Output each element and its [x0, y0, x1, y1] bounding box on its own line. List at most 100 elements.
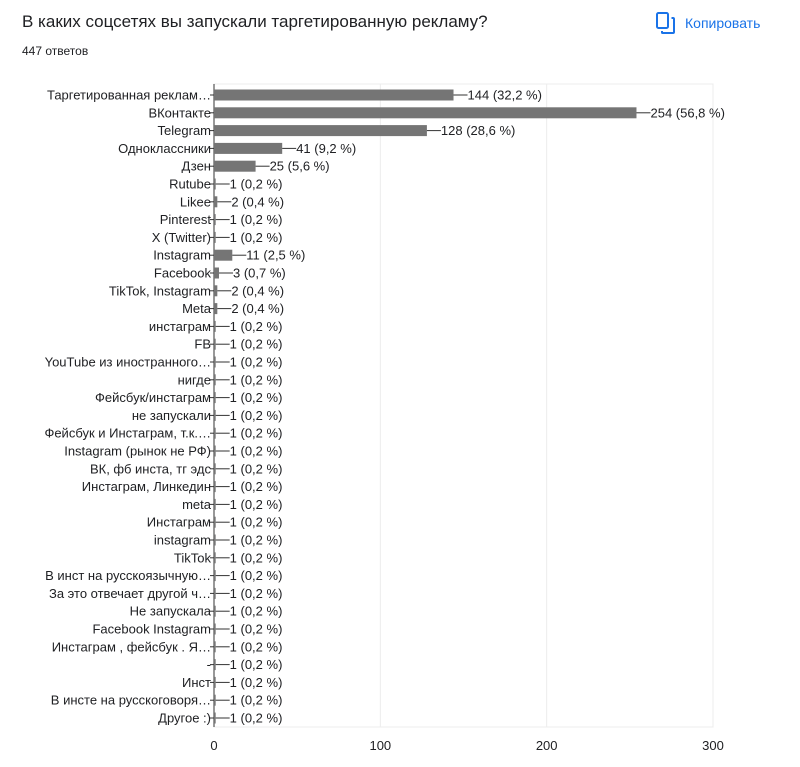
category-label: В инст на русскоязычную… — [45, 568, 211, 583]
value-label: 1 (0,2 %) — [230, 604, 283, 619]
value-label: 1 (0,2 %) — [230, 497, 283, 512]
bar — [214, 392, 216, 404]
category-label: Одноклассники — [118, 141, 211, 156]
response-count: 447 ответов — [22, 44, 89, 58]
category-label: Фейсбук и Инстаграм, т.к.… — [44, 426, 211, 441]
copy-label: Копировать — [685, 15, 761, 31]
value-label: 1 (0,2 %) — [230, 461, 283, 476]
value-label: 2 (0,4 %) — [231, 194, 284, 209]
bar — [214, 178, 216, 190]
value-label: 1 (0,2 %) — [230, 408, 283, 423]
category-label: Инстаграм — [147, 515, 211, 530]
bar — [214, 231, 216, 243]
bar — [214, 285, 218, 297]
value-label: 1 (0,2 %) — [230, 639, 283, 654]
x-tick-label: 0 — [210, 738, 217, 753]
value-label: 25 (5,6 %) — [270, 159, 330, 174]
category-label: meta — [182, 497, 212, 512]
category-label: Таргетированная реклам… — [47, 88, 211, 103]
category-label: инстаграм — [149, 319, 211, 334]
x-tick-label: 300 — [702, 738, 724, 753]
value-label: 3 (0,7 %) — [233, 266, 286, 281]
value-label: 128 (28,6 %) — [441, 123, 515, 138]
category-label: Инстаграм , фейсбук . Я… — [52, 639, 211, 654]
question-title: В каких соцсетях вы запускали таргетиров… — [22, 12, 488, 31]
bar — [214, 249, 233, 261]
value-label: 1 (0,2 %) — [230, 177, 283, 192]
category-label: Facebook — [154, 266, 212, 281]
value-label: 1 (0,2 %) — [230, 711, 283, 726]
copy-icon — [655, 11, 677, 35]
category-label: ВКонтакте — [148, 105, 211, 120]
category-label: instagram — [154, 533, 211, 548]
category-label: Telegram — [158, 123, 211, 138]
value-label: 41 (9,2 %) — [296, 141, 356, 156]
category-label: Rutube — [169, 177, 211, 192]
bar — [214, 303, 218, 315]
category-label: Instagram — [153, 248, 211, 263]
category-label: - — [207, 657, 211, 672]
bar — [214, 160, 256, 172]
category-label: Instagram (рынок не РФ) — [64, 444, 211, 459]
bar — [214, 694, 216, 706]
bar — [214, 534, 216, 546]
value-label: 1 (0,2 %) — [230, 586, 283, 601]
value-label: 1 (0,2 %) — [230, 444, 283, 459]
plot-frame — [213, 83, 714, 728]
category-label: Pinterest — [160, 212, 212, 227]
category-label: Дзен — [182, 159, 211, 174]
category-label: YouTube из иностранного… — [45, 355, 211, 370]
category-label: Facebook Instagram — [92, 622, 211, 637]
category-label: TikTok — [174, 550, 212, 565]
bar — [214, 142, 283, 154]
bar — [214, 409, 216, 421]
bar — [214, 623, 216, 635]
category-label: FB — [194, 337, 211, 352]
value-label: 1 (0,2 %) — [230, 372, 283, 387]
value-label: 1 (0,2 %) — [230, 622, 283, 637]
value-label: 1 (0,2 %) — [230, 533, 283, 548]
bar — [214, 676, 216, 688]
category-label: В инсте на русскоговоря… — [51, 693, 211, 708]
x-tick-label: 200 — [536, 738, 558, 753]
bar — [214, 196, 218, 208]
value-label: 1 (0,2 %) — [230, 657, 283, 672]
category-label: X (Twitter) — [152, 230, 211, 245]
value-label: 1 (0,2 %) — [230, 230, 283, 245]
value-label: 2 (0,4 %) — [231, 301, 284, 316]
value-label: 144 (32,2 %) — [468, 88, 542, 103]
bar — [214, 481, 216, 493]
bar — [214, 445, 216, 457]
bar — [214, 89, 454, 101]
value-label: 1 (0,2 %) — [230, 515, 283, 530]
copy-button[interactable]: Копировать — [655, 10, 760, 36]
bar — [214, 659, 216, 671]
value-label: 1 (0,2 %) — [230, 568, 283, 583]
value-label: 1 (0,2 %) — [230, 212, 283, 227]
value-label: 1 (0,2 %) — [230, 426, 283, 441]
bar — [214, 712, 216, 724]
bar — [214, 338, 216, 350]
value-label: 1 (0,2 %) — [230, 675, 283, 690]
bar — [214, 356, 216, 368]
value-label: 1 (0,2 %) — [230, 479, 283, 494]
value-label: 1 (0,2 %) — [230, 693, 283, 708]
category-label: Инстаграм, Линкедин — [82, 479, 211, 494]
category-label: не запускали — [132, 408, 211, 423]
bar — [214, 498, 216, 510]
bar — [214, 374, 216, 386]
value-label: 2 (0,4 %) — [231, 283, 284, 298]
category-label: Не запускала — [130, 604, 212, 619]
value-label: 1 (0,2 %) — [230, 319, 283, 334]
value-label: 1 (0,2 %) — [230, 390, 283, 405]
bar — [214, 570, 216, 582]
bar — [214, 427, 216, 439]
category-label: Инст — [182, 675, 211, 690]
value-label: 1 (0,2 %) — [230, 337, 283, 352]
category-label: ВК, фб инста, тг эдс — [90, 461, 212, 476]
value-label: 254 (56,8 %) — [650, 105, 724, 120]
category-label: нигде — [178, 372, 211, 387]
value-label: 1 (0,2 %) — [230, 355, 283, 370]
bar — [214, 320, 216, 332]
value-label: 1 (0,2 %) — [230, 550, 283, 565]
